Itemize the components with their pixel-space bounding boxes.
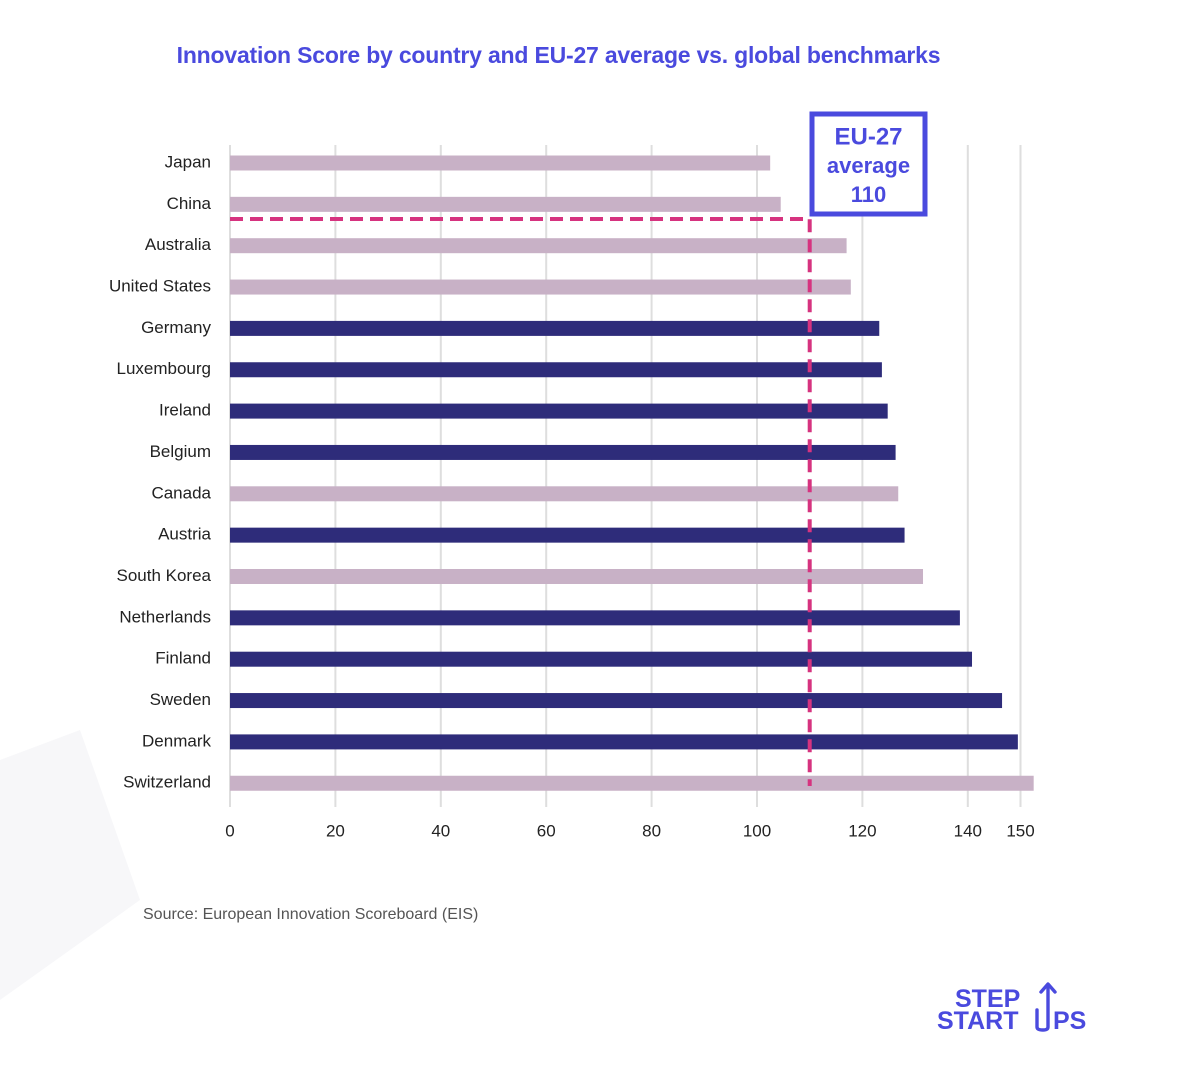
category-label: Austria	[158, 525, 211, 544]
category-label: Luxembourg	[116, 359, 211, 378]
logo-line1: STEP	[955, 985, 1020, 1013]
eu-average-label-box	[809, 111, 928, 217]
x-tick-label: 140	[954, 821, 982, 840]
bar-china	[230, 196, 781, 212]
category-label: Switzerland	[123, 773, 211, 792]
category-label: Belgium	[150, 442, 211, 461]
bars	[230, 155, 1034, 791]
x-tick-label: 120	[848, 821, 876, 840]
category-label: Finland	[155, 649, 211, 668]
category-label: Germany	[141, 318, 211, 337]
category-label: China	[167, 194, 212, 213]
eu-average-label: average	[827, 153, 910, 178]
bar-germany	[230, 320, 880, 336]
bar-chart: Japan China Australia United States Germany L…	[109, 111, 1035, 840]
logo-line2-start: START	[937, 1007, 1018, 1035]
bar-finland	[230, 651, 973, 667]
bar-japan	[230, 155, 771, 171]
x-tick-label: 40	[431, 821, 450, 840]
category-label: Canada	[151, 483, 211, 502]
up-arrow-icon	[1035, 982, 1057, 1032]
bar-south-korea	[230, 569, 924, 584]
x-tick-label: 60	[537, 821, 556, 840]
category-label: Ireland	[159, 401, 211, 420]
category-label: Denmark	[142, 731, 211, 750]
bar-australia	[230, 238, 847, 254]
category-label: Sweden	[150, 690, 211, 709]
bar-denmark	[230, 734, 1018, 750]
x-axis-ticks: 0 20 40 60 80 100 120 140 150	[225, 821, 1034, 840]
bar-canada	[230, 486, 899, 502]
category-label: Japan	[165, 152, 211, 171]
bar-ireland	[230, 403, 888, 419]
x-tick-label: 80	[642, 821, 661, 840]
bar-belgium	[230, 444, 896, 460]
eu-average-reference: EU-27 average 110	[230, 111, 928, 786]
logo-line2-end: PS	[1053, 1007, 1086, 1035]
eu-average-label: EU-27	[834, 123, 902, 150]
category-label: United States	[109, 277, 211, 296]
source-note: Source: European Innovation Scoreboard (…	[143, 906, 479, 923]
step-startups-logo: STEP START PS	[937, 982, 1086, 1035]
chart-title: Innovation Score by country and EU-27 av…	[176, 42, 941, 68]
bar-austria	[230, 527, 905, 543]
category-label: Netherlands	[119, 607, 211, 626]
bar-switzerland	[230, 775, 1034, 791]
category-labels: Japan China Australia United States Germany L…	[109, 152, 212, 791]
x-tick-label: 0	[225, 821, 234, 840]
bar-netherlands	[230, 610, 960, 626]
x-tick-label: 20	[326, 821, 345, 840]
bar-luxembourg	[230, 362, 882, 378]
category-label: Australia	[145, 235, 212, 254]
bar-united-states	[230, 279, 851, 295]
x-tick-label: 150	[1006, 821, 1034, 840]
category-label: South Korea	[116, 566, 211, 585]
eu-average-label: 110	[851, 182, 887, 207]
bar-sweden	[230, 693, 1003, 709]
x-tick-label: 100	[743, 821, 771, 840]
